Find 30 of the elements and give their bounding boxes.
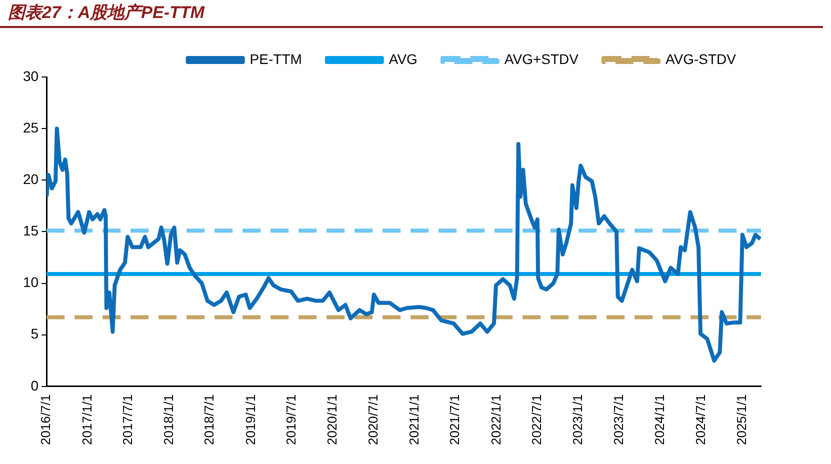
- x-tick-label: 2022/7/1: [528, 394, 544, 446]
- y-tick-label: 25: [22, 119, 39, 136]
- x-tick-label: 2017/7/1: [120, 394, 135, 446]
- y-tick-label: 30: [22, 68, 39, 84]
- y-tick-label: 20: [22, 170, 39, 187]
- x-tick-label: 2016/7/1: [38, 394, 54, 446]
- legend-label: AVG+STDV: [504, 50, 580, 67]
- legend-label: PE-TTM: [250, 50, 302, 67]
- y-tick-label: 10: [22, 274, 39, 290]
- legend-label: AVG: [388, 50, 418, 67]
- x-tick-label: 2024/7/1: [692, 394, 708, 446]
- x-tick-label: 2019/7/1: [283, 394, 298, 446]
- legend-label: AVG-STDV: [665, 50, 737, 67]
- x-tick-label: 2021/7/1: [447, 394, 462, 446]
- x-tick-label: 2022/1/1: [488, 394, 504, 446]
- y-tick-label: 15: [22, 222, 39, 239]
- x-tick-label: 2020/7/1: [365, 394, 380, 446]
- x-tick-label: 2018/1/1: [161, 394, 176, 446]
- x-tick-label: 2020/1/1: [324, 394, 340, 446]
- y-tick-label: 0: [30, 377, 39, 394]
- x-tick-label: 2019/1/1: [242, 394, 258, 446]
- x-tick-label: 2025/1/1: [734, 394, 749, 446]
- y-tick-label: 5: [30, 326, 39, 342]
- x-tick-label: 2017/1/1: [79, 394, 94, 446]
- chart-title: 图表27：A股地产PE-TTM: [0, 0, 823, 28]
- x-tick-label: 2023/7/1: [610, 394, 626, 446]
- x-tick-label: 2021/1/1: [406, 394, 422, 446]
- x-tick-label: 2018/7/1: [202, 394, 217, 446]
- x-tick-label: 2023/1/1: [570, 394, 586, 446]
- x-tick-label: 2024/1/1: [652, 394, 667, 446]
